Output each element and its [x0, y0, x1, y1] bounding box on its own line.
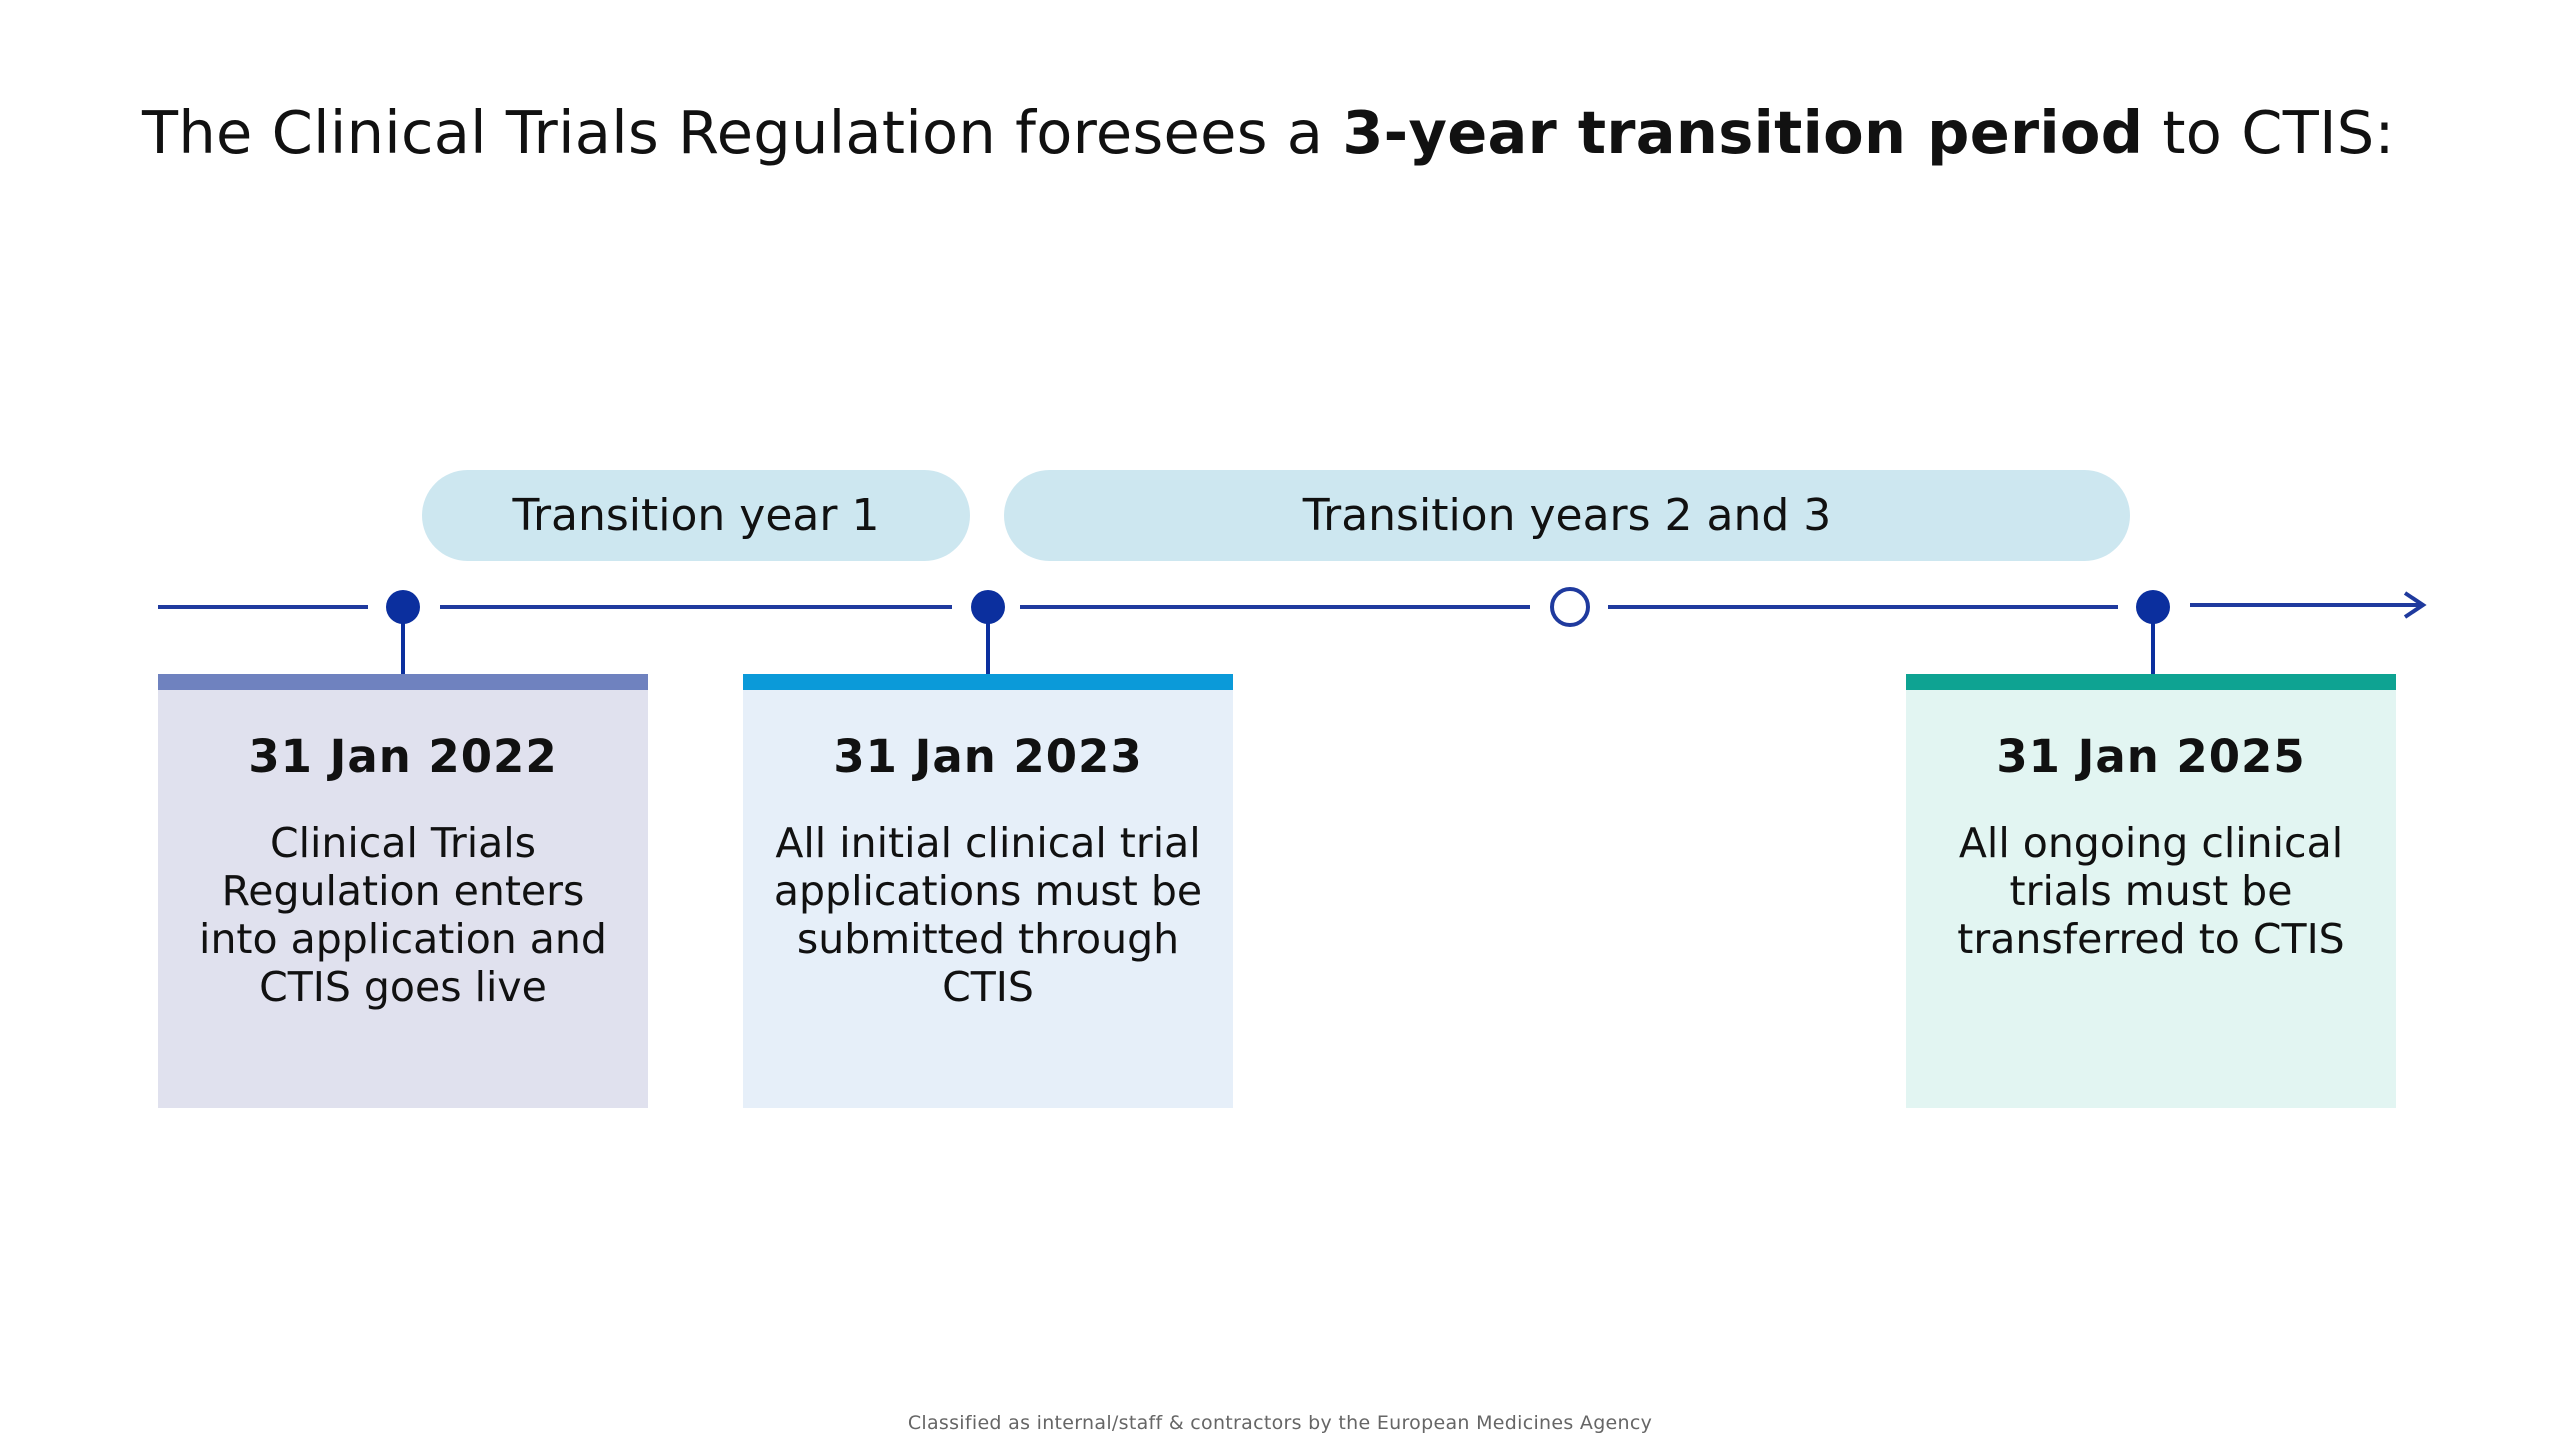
headline-emphasis: 3-year transition period: [1342, 98, 2144, 167]
milestone-date: 31 Jan 2025: [1996, 730, 2306, 783]
milestone-date: 31 Jan 2023: [833, 730, 1143, 783]
milestone-card-2025: 31 Jan 2025 All ongoing clinical trials …: [1906, 674, 2396, 1108]
headline-prefix: The Clinical Trials Regulation foresees …: [142, 98, 1343, 167]
headline-suffix: to CTIS:: [2143, 98, 2395, 167]
timeline-arrow-icon: [2403, 591, 2427, 619]
milestone-description: Clinical Trials Regulation enters into a…: [199, 819, 607, 1011]
milestone-marker-2023: [971, 590, 1005, 624]
milestone-description: All initial clinical trial applications …: [773, 819, 1203, 1011]
milestone-card-2022: 31 Jan 2022 Clinical Trials Regulation e…: [158, 674, 648, 1108]
milestone-description: All ongoing clinical trials must be tran…: [1957, 819, 2345, 963]
transition-year-1-pill: Transition year 1: [422, 470, 970, 561]
milestone-card-2023: 31 Jan 2023 All initial clinical trial a…: [743, 674, 1233, 1108]
milestone-marker-2024-open: [1550, 587, 1590, 627]
classification-footer: Classified as internal/staff & contracto…: [907, 1412, 1653, 1434]
slide-headline: The Clinical Trials Regulation foresees …: [142, 98, 2395, 167]
transition-years-2-3-pill: Transition years 2 and 3: [1004, 470, 2130, 561]
milestone-marker-2025: [2136, 590, 2170, 624]
milestone-date: 31 Jan 2022: [248, 730, 558, 783]
milestone-marker-2022: [386, 590, 420, 624]
